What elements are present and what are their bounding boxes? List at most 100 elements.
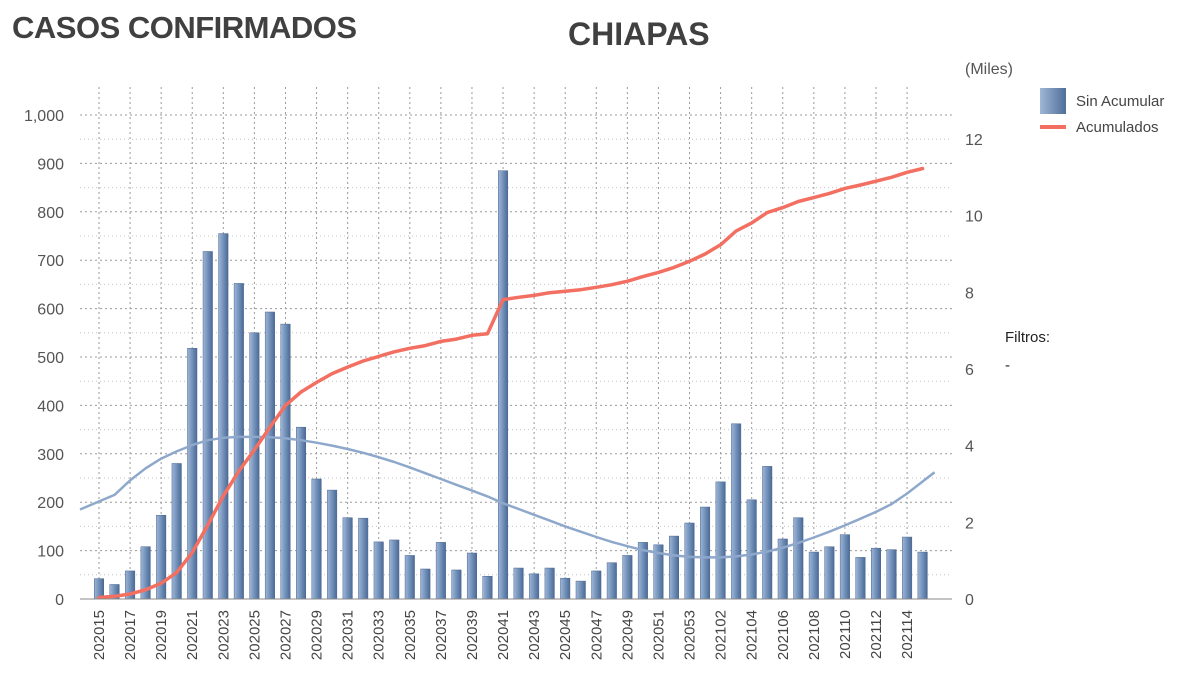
bar-202108 (808, 551, 819, 600)
x-tick-label: 202023 (215, 610, 232, 660)
bar-202048 (606, 562, 617, 600)
bar-202043 (529, 573, 540, 600)
bar-202110 (839, 534, 850, 600)
bar-202111 (855, 557, 866, 600)
x-tick-label: 202039 (464, 610, 481, 660)
bar-202033 (373, 541, 384, 600)
x-tick-label: 202114 (899, 610, 916, 659)
bar-202047 (591, 570, 602, 600)
filters-label: Filtros: (1005, 329, 1050, 346)
x-tick-label: 202102 (713, 610, 730, 660)
right-tick-label: 2 (965, 515, 974, 532)
x-tick-label: 202049 (619, 610, 636, 660)
x-tick-label: 202053 (682, 610, 699, 660)
bar-202041 (498, 170, 509, 600)
filters-value: - (1005, 357, 1010, 374)
bar-202027 (280, 323, 291, 600)
left-tick-label: 1,000 (24, 108, 64, 125)
left-tick-label: 900 (37, 156, 64, 173)
region-title: CHIAPAS (568, 16, 710, 52)
left-tick-label: 200 (37, 495, 64, 512)
bar-202049 (622, 555, 633, 600)
bar-202029 (311, 478, 322, 600)
x-tick-label: 202110 (837, 610, 854, 659)
cumulative-line (97, 166, 925, 600)
left-tick-label: 300 (37, 447, 64, 464)
x-tick-label: 202104 (744, 610, 761, 660)
legend-bar-swatch (1040, 88, 1066, 114)
bar-202039 (466, 552, 477, 600)
x-tick-label: 202025 (246, 610, 263, 660)
bar-202102 (715, 481, 726, 600)
x-tick-label: 202108 (806, 610, 823, 660)
bar-202026 (264, 311, 275, 600)
legend-line-swatch (1040, 125, 1066, 129)
legend-bars-label: Sin Acumular (1076, 92, 1165, 110)
left-tick-label: 800 (37, 205, 64, 222)
x-tick-label: 202029 (309, 610, 326, 660)
bar-202025 (249, 332, 260, 600)
left-tick-label: 100 (37, 544, 64, 561)
bar-202028 (296, 426, 307, 600)
bar-202031 (342, 517, 353, 600)
bar-202115 (917, 551, 928, 600)
bar-202107 (793, 517, 804, 600)
left-tick-label: 600 (37, 302, 64, 319)
x-tick-label: 202106 (775, 610, 792, 660)
x-tick-label: 202033 (371, 610, 388, 660)
bar-202044 (544, 567, 555, 600)
x-tick-label: 202017 (122, 610, 139, 660)
bar-202022 (202, 251, 213, 600)
x-tick-label: 202041 (495, 610, 512, 660)
legend-item-line: Acumulados (1040, 114, 1164, 140)
bar-202105 (762, 466, 773, 600)
x-tick-label: 202045 (557, 610, 574, 660)
bar-202034 (389, 539, 400, 600)
x-tick-label: 202112 (868, 610, 885, 659)
bar-202046 (575, 580, 586, 600)
chart-title: CASOS CONFIRMADOS (12, 10, 357, 45)
right-tick-label: 8 (965, 285, 974, 302)
bar-202053 (684, 522, 695, 600)
legend-item-bars: Sin Acumular (1040, 88, 1164, 114)
x-tick-label: 202031 (340, 610, 357, 660)
bar-202024 (233, 283, 244, 600)
right-tick-label: 12 (965, 132, 983, 149)
bar-202109 (824, 546, 835, 600)
legend-line-label: Acumulados (1076, 118, 1159, 136)
x-tick-label: 202035 (402, 610, 419, 660)
bar-202037 (435, 542, 446, 600)
bar-202101 (700, 506, 711, 600)
bar-202032 (358, 517, 369, 600)
bar-202040 (482, 576, 493, 600)
left-tick-label: 500 (37, 350, 64, 367)
left-tick-label: 400 (37, 398, 64, 415)
trend-line (79, 435, 936, 559)
bar-202103 (731, 423, 742, 600)
bar-202042 (513, 567, 524, 600)
right-axis-units-label: (Miles) (965, 61, 1013, 78)
x-tick-label: 202051 (650, 610, 667, 660)
x-tick-label: 202019 (153, 610, 170, 660)
bar-202045 (560, 577, 571, 600)
right-tick-label: 0 (965, 592, 974, 609)
right-tick-label: 6 (965, 362, 974, 379)
chart-legend: Sin Acumular Acumulados (1040, 88, 1164, 140)
left-tick-label: 700 (37, 253, 64, 270)
right-tick-label: 10 (965, 209, 983, 226)
bar-202114 (902, 536, 913, 600)
bar-202104 (746, 499, 757, 600)
x-tick-label: 202037 (433, 610, 450, 660)
bar-202113 (886, 549, 897, 600)
left-tick-label: 0 (55, 592, 64, 609)
x-tick-label: 202047 (588, 610, 605, 660)
bar-202021 (187, 348, 198, 600)
bar-202023 (218, 233, 229, 600)
x-tick-label: 202021 (184, 610, 201, 660)
bar-202038 (451, 569, 462, 600)
x-tick-label: 202043 (526, 610, 543, 660)
x-tick-label: 202027 (277, 610, 294, 660)
bar-202020 (171, 463, 182, 600)
bar-202036 (420, 568, 431, 600)
